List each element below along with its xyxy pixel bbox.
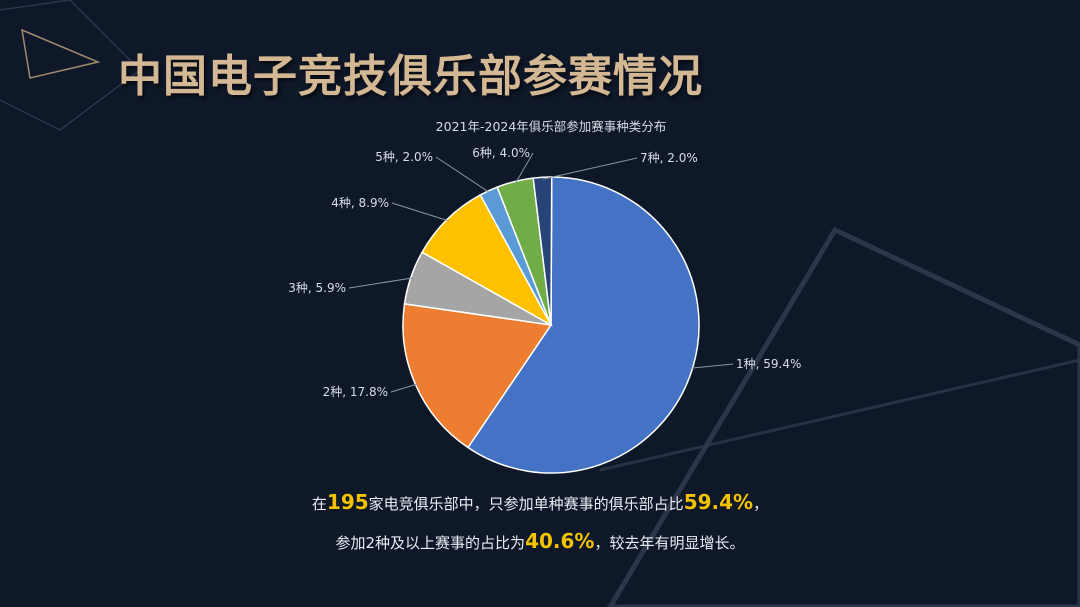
chart-title: 2021年-2024年俱乐部参加赛事种类分布 bbox=[436, 119, 667, 134]
slice-label-6: 6种, 4.0% bbox=[472, 146, 530, 160]
slice-label-4: 4种, 8.9% bbox=[331, 196, 389, 210]
deco-line-top-left bbox=[0, 0, 142, 131]
page-title: 中国电子竞技俱乐部参赛情况 bbox=[118, 51, 703, 102]
slice-label-3: 3种, 5.9% bbox=[288, 281, 346, 295]
summary-text: ， bbox=[753, 495, 769, 513]
slice-label-1: 1种, 59.4% bbox=[736, 357, 801, 371]
slice-label-7: 7种, 2.0% bbox=[640, 151, 698, 165]
leader-line-6 bbox=[514, 152, 534, 184]
slice-label-2: 2种, 17.8% bbox=[323, 385, 388, 399]
pie-slice-4 bbox=[421, 193, 553, 327]
leader-line-4 bbox=[391, 202, 449, 222]
pie-slice-1 bbox=[466, 176, 700, 474]
summary-text: 参加2种及以上赛事的占比为 bbox=[335, 534, 526, 552]
leader-line-3 bbox=[348, 277, 413, 289]
leader-line-5 bbox=[435, 156, 490, 194]
leader-line-1 bbox=[690, 363, 734, 369]
deco-line-right bbox=[599, 358, 1080, 472]
summary-line-1: 在195家电竞俱乐部中，只参加单种赛事的俱乐部占比59.4%， bbox=[0, 490, 1080, 514]
single-share-highlight: 59.4% bbox=[683, 490, 754, 514]
club-count-highlight: 195 bbox=[326, 490, 369, 514]
deco-frame-right bbox=[607, 226, 1080, 607]
summary-text: ，较去年有明显增长。 bbox=[594, 534, 745, 552]
summary-text: 在 bbox=[311, 495, 327, 513]
leader-line-2 bbox=[390, 383, 418, 393]
summary-text: 家电竞俱乐部中，只参加单种赛事的俱乐部占比 bbox=[368, 495, 684, 513]
leader-line-7 bbox=[542, 157, 638, 180]
slice-label-5: 5种, 2.0% bbox=[375, 150, 433, 164]
summary-line-2: 参加2种及以上赛事的占比为40.6%，较去年有明显增长。 bbox=[0, 529, 1080, 553]
deco-triangle-top-left bbox=[21, 28, 101, 79]
multi-share-highlight: 40.6% bbox=[525, 529, 595, 553]
